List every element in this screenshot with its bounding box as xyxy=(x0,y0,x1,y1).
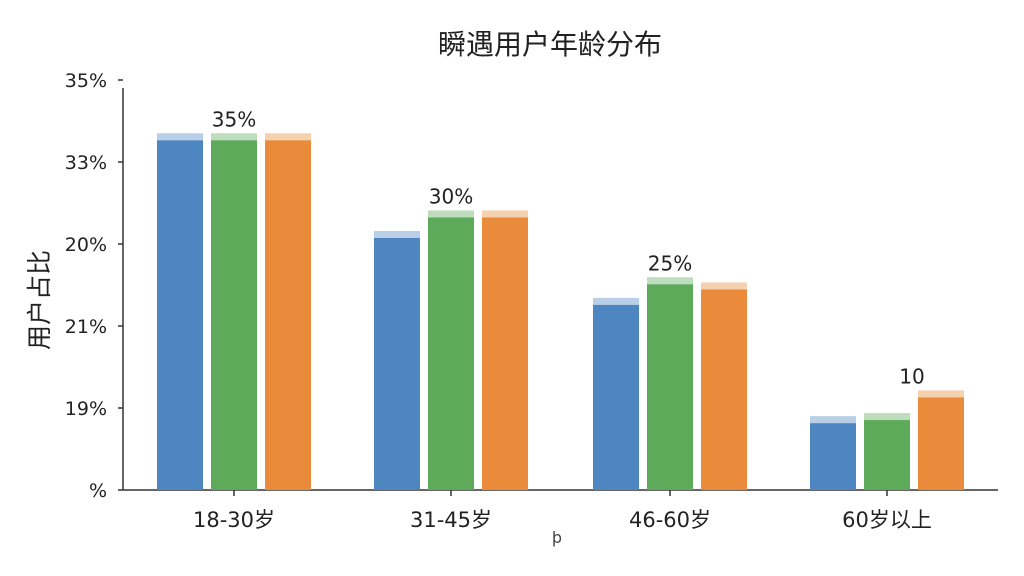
bar xyxy=(701,289,747,490)
bar xyxy=(211,140,257,491)
data-label: 10 xyxy=(899,364,924,388)
y-tick-label: 20% xyxy=(65,234,107,256)
data-label: 35% xyxy=(212,107,256,131)
bar-cap xyxy=(864,413,910,421)
stray-glyph: þ xyxy=(552,528,562,547)
bar-cap xyxy=(374,231,420,238)
y-tick-label: 33% xyxy=(65,152,107,174)
bar xyxy=(428,217,474,490)
data-label: 25% xyxy=(648,251,692,275)
x-tick-label: 60岁以上 xyxy=(842,508,932,532)
y-tick-label: 21% xyxy=(65,316,107,338)
y-axis-ticks: % 19% 21% 20% 33% 35% xyxy=(65,70,123,502)
chart-title: 瞬遇用户年龄分布 xyxy=(438,28,662,61)
bar-cap xyxy=(647,277,693,285)
bar-cap xyxy=(211,133,257,141)
bar xyxy=(647,284,693,490)
bar xyxy=(864,420,910,490)
data-labels: 35% 30% 25% 10 xyxy=(212,107,925,388)
x-axis-ticks: 18-30岁 31-45岁 46-60岁 60岁以上 xyxy=(193,490,932,532)
bar-cap xyxy=(428,210,474,218)
bar xyxy=(593,304,639,490)
bar-cap xyxy=(157,133,203,141)
bar-cap xyxy=(593,297,639,305)
data-label: 30% xyxy=(429,184,473,208)
y-tick-label: 35% xyxy=(65,70,107,92)
bar xyxy=(374,238,420,490)
y-tick-label: % xyxy=(89,480,107,502)
x-tick-label: 31-45岁 xyxy=(410,508,492,532)
bar xyxy=(265,140,311,491)
bar-cap xyxy=(265,133,311,141)
bar xyxy=(810,423,856,490)
bar xyxy=(482,217,528,490)
bars-group xyxy=(157,133,964,491)
bar xyxy=(157,140,203,491)
bar-cap xyxy=(810,416,856,424)
y-axis-label: 用户占比 xyxy=(25,250,54,350)
bar xyxy=(918,397,964,490)
y-tick-label: 19% xyxy=(65,398,107,420)
x-tick-label: 18-30岁 xyxy=(193,508,275,532)
bar-cap xyxy=(918,390,964,398)
x-tick-label: 46-60岁 xyxy=(629,508,711,532)
bar-cap xyxy=(701,282,747,290)
bar-cap xyxy=(482,210,528,218)
